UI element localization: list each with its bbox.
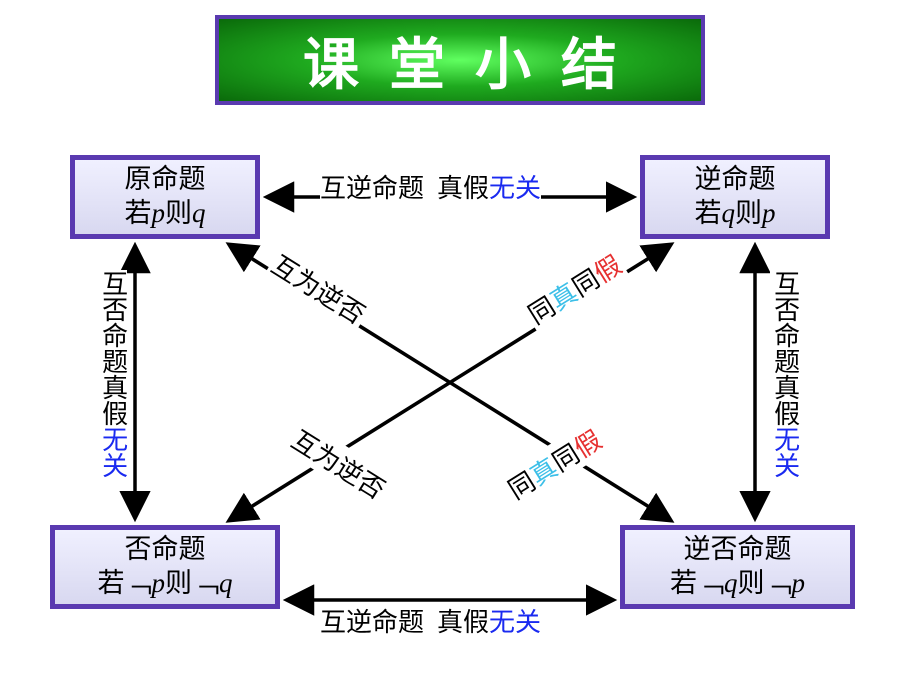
label-diag-tlbr-lower: 互为逆否 xyxy=(283,419,394,508)
label-diag-trbl-upper: 同真同假 xyxy=(518,244,629,333)
node-inverse: 否命题 若﹁p则﹁q xyxy=(50,525,280,609)
node-converse-formula: 若q则p xyxy=(695,197,776,231)
label-bottom: 互逆命题 真假无关 xyxy=(320,602,541,639)
label-right: 互否命题真假无关 xyxy=(770,270,799,478)
node-converse-title: 逆命题 xyxy=(695,163,776,197)
title-text: 课堂小结 xyxy=(273,20,647,101)
label-diag-tlbr-upper: 互为逆否 xyxy=(263,244,374,333)
node-contrapositive-formula: 若﹁q则﹁p xyxy=(670,567,805,601)
node-converse: 逆命题 若q则p xyxy=(640,155,830,239)
node-original-title: 原命题 xyxy=(125,163,206,197)
label-left: 互否命题真假无关 xyxy=(98,270,127,478)
node-original-formula: 若p则q xyxy=(125,197,206,231)
node-inverse-formula: 若﹁p则﹁q xyxy=(98,567,233,601)
node-contrapositive: 逆否命题 若﹁q则﹁p xyxy=(620,525,855,609)
node-original: 原命题 若p则q xyxy=(70,155,260,239)
title-banner: 课堂小结 xyxy=(215,15,705,105)
node-inverse-title: 否命题 xyxy=(125,533,206,567)
label-top: 互逆命题 真假无关 xyxy=(320,168,541,205)
node-contrapositive-title: 逆否命题 xyxy=(684,533,792,567)
label-diag-trbl-lower: 同真同假 xyxy=(498,419,609,508)
